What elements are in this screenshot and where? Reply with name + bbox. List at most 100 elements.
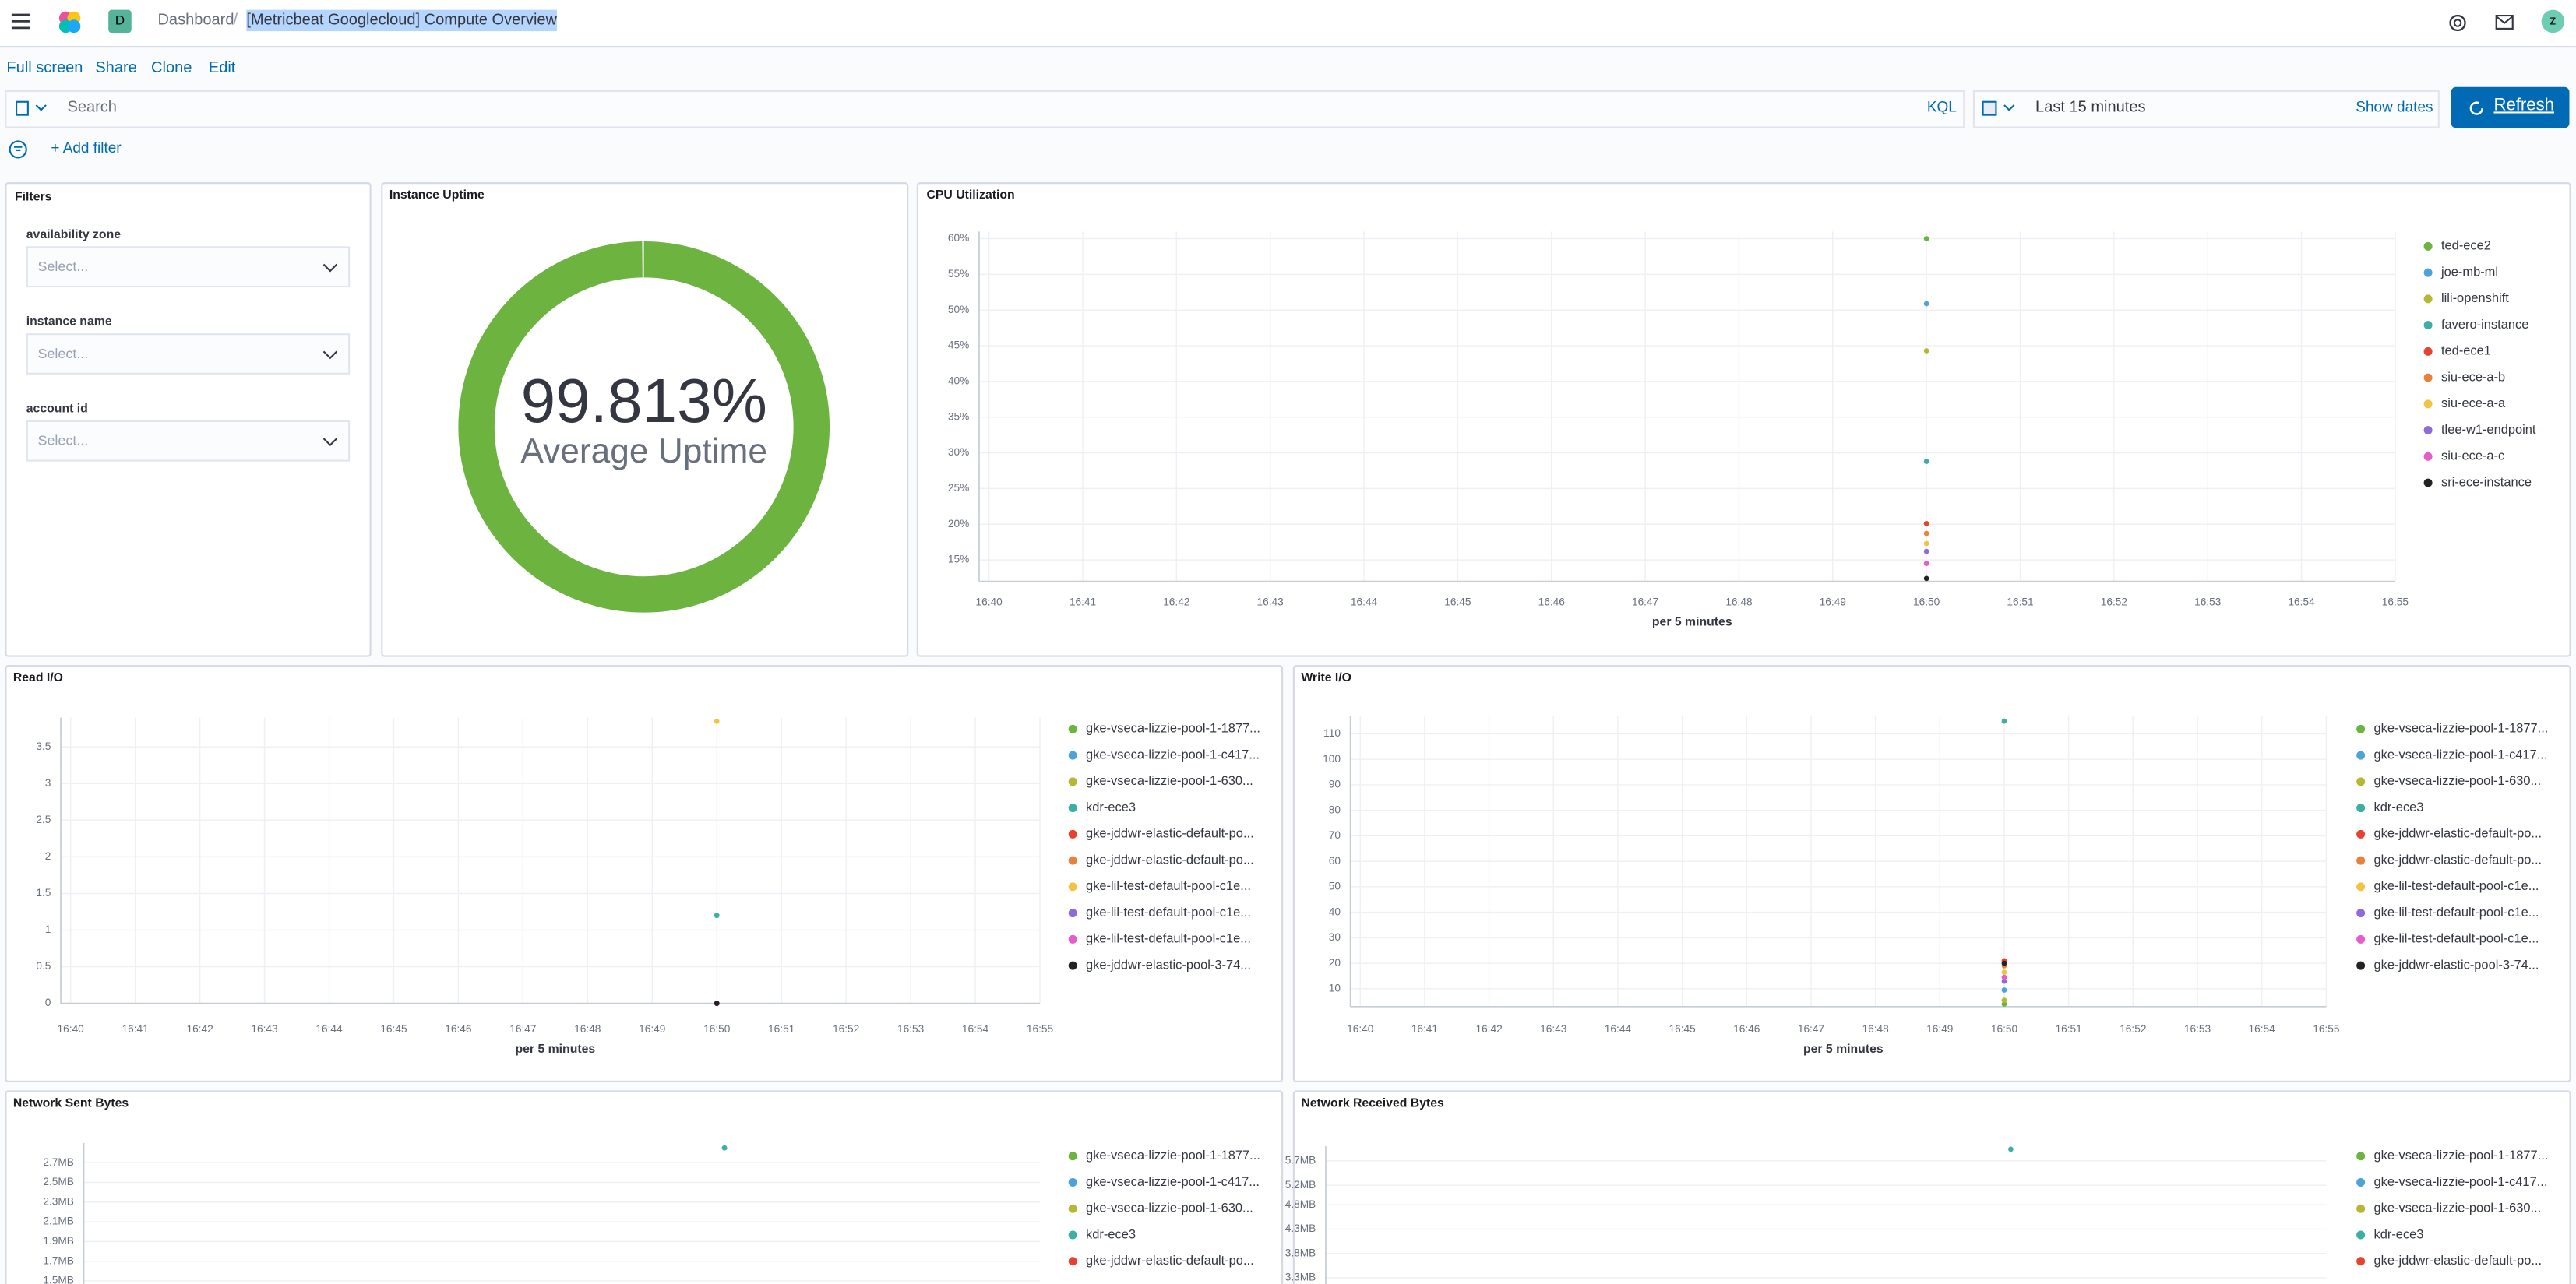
x-tick-label: 16:43 [251, 1023, 278, 1035]
menu-item[interactable]: Share [95, 58, 137, 78]
x-tick-label: 16:45 [1444, 596, 1471, 608]
control-select[interactable]: Select... [26, 246, 351, 288]
legend-label: gke-vseca-lizzie-pool-1-1877... [2374, 722, 2549, 736]
x-tick-label: 16:46 [1733, 1023, 1760, 1035]
menu-item[interactable]: Clone [151, 58, 192, 78]
y-tick-label: 40 [1329, 906, 1341, 917]
x-tick-label: 16:48 [1862, 1023, 1890, 1035]
data-point [1923, 236, 1929, 241]
y-tick-label: 4.3MB [1285, 1222, 1316, 1234]
x-tick-label: 16:54 [2288, 596, 2315, 608]
filter-icon[interactable] [9, 139, 28, 159]
control-label: account id [26, 400, 88, 416]
x-tick-label: 16:53 [2184, 1023, 2211, 1035]
gauge-arc [458, 241, 830, 613]
legend-label: ted-ece1 [2441, 344, 2491, 358]
x-tick-label: 16:48 [1725, 596, 1753, 608]
menu-item[interactable]: Edit [208, 58, 236, 78]
show-dates[interactable]: Show dates [2356, 98, 2433, 115]
news-icon[interactable] [2495, 14, 2515, 31]
x-tick-label: 16:44 [315, 1023, 343, 1035]
x-tick-label: 16:55 [2382, 596, 2409, 608]
data-point [1923, 548, 1929, 554]
y-tick-label: 35% [948, 410, 969, 422]
legend-dot [2423, 478, 2433, 487]
legend-dot [2356, 1230, 2366, 1240]
x-tick-label: 16:45 [380, 1023, 407, 1035]
help-icon[interactable] [2447, 13, 2467, 33]
panel [5, 1090, 1284, 1284]
legend-label: gke-vseca-lizzie-pool-1-630... [1086, 1201, 1253, 1215]
y-tick-label: 60% [948, 232, 969, 244]
x-tick-label: 16:55 [1027, 1023, 1054, 1035]
date-picker[interactable] [1972, 90, 2440, 128]
x-tick-label: 16:50 [1913, 596, 1940, 608]
search-box[interactable] [5, 90, 1965, 128]
y-tick-label: 3.3MB [1285, 1272, 1316, 1283]
control-select[interactable]: Select... [26, 420, 351, 462]
panel-title: Filters [14, 188, 52, 204]
y-tick-label: 20% [948, 518, 969, 529]
data-point [2001, 978, 2007, 984]
y-tick-label: 25% [948, 482, 969, 494]
y-tick-label: 20 [1329, 957, 1341, 969]
legend-dot [2423, 426, 2433, 435]
legend-dot [2356, 961, 2366, 970]
legend-label: gke-lil-test-default-pool-c1e... [1086, 932, 1251, 946]
legend-label: gke-lil-test-default-pool-c1e... [2374, 906, 2539, 920]
x-tick-label: 16:52 [2120, 1023, 2146, 1035]
time-range[interactable]: Last 15 minutes [2035, 98, 2146, 117]
refresh-icon [2469, 101, 2483, 115]
legend-label: gke-vseca-lizzie-pool-1-630... [2374, 1201, 2542, 1215]
kibana-logo[interactable] [58, 10, 83, 35]
control-label: instance name [26, 313, 112, 329]
legend-label: gke-jddwr-elastic-default-po... [2374, 827, 2543, 841]
menu-button[interactable] [11, 13, 31, 30]
search-placeholder[interactable]: Search [67, 98, 117, 117]
panel-title: Instance Uptime [389, 188, 485, 202]
y-tick-label: 3.8MB [1285, 1247, 1316, 1258]
legend-dot [2423, 241, 2433, 251]
x-tick-label: 16:49 [1820, 596, 1846, 608]
y-tick-label: 3.5 [36, 740, 51, 752]
select-chevrons [322, 263, 338, 447]
y-tick-label: 30 [1329, 931, 1341, 943]
legend-dot [1068, 829, 1077, 839]
legend-dot [1068, 1230, 1077, 1240]
saved-query-icon[interactable] [15, 100, 51, 117]
panel [5, 665, 1284, 1082]
legend-dot [1068, 909, 1077, 918]
legend-dot [1068, 804, 1077, 813]
legend-dot [1068, 961, 1077, 970]
y-tick-label: 1.7MB [43, 1254, 74, 1266]
x-axis-title: per 5 minutes [1652, 615, 1732, 628]
y-tick-label: 80 [1329, 804, 1341, 815]
legend-label: gke-vseca-lizzie-pool-1-630... [2374, 774, 2542, 788]
x-tick-label: 16:51 [768, 1023, 795, 1035]
x-tick-label: 16:52 [2101, 596, 2127, 608]
x-tick-label: 16:54 [2249, 1023, 2276, 1035]
legend-dot [2423, 268, 2433, 277]
y-tick-label: 3 [45, 777, 51, 789]
kql-toggle[interactable]: KQL [1926, 98, 1957, 115]
x-tick-label: 16:51 [2056, 1023, 2082, 1035]
legend-label: gke-vseca-lizzie-pool-1-c417... [1086, 748, 1260, 762]
data-point [2001, 969, 2007, 975]
breadcrumb[interactable]: Dashboard [157, 11, 234, 30]
space-avatar[interactable]: D [108, 9, 132, 33]
legend-label: gke-jddwr-elastic-pool-3-74... [1086, 958, 1251, 972]
user-avatar[interactable]: z [2541, 9, 2565, 33]
legend-dot [1068, 882, 1077, 892]
breadcrumb-current: [Metricbeat Googlecloud] Compute Overvie… [246, 9, 558, 32]
data-point [1923, 520, 1929, 526]
x-tick-label: 16:41 [122, 1023, 149, 1035]
add-filter[interactable]: + Add filter [51, 139, 122, 157]
refresh-label[interactable]: Refresh [2493, 95, 2555, 115]
x-tick-label: 16:40 [975, 596, 1003, 608]
control-select[interactable]: Select... [26, 333, 351, 375]
y-tick-label: 2.7MB [43, 1156, 74, 1168]
menu-item[interactable]: Full screen [6, 58, 83, 78]
data-point [1923, 561, 1929, 567]
calendar-icon[interactable] [1981, 100, 2021, 117]
legend-dot [2423, 399, 2433, 409]
